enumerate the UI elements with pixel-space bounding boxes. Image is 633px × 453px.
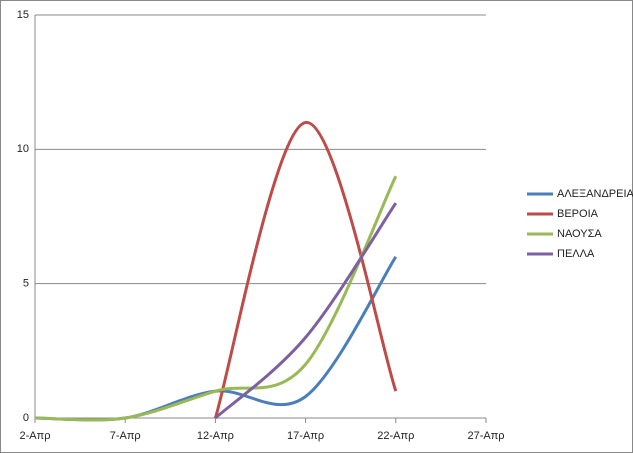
x-tick-label: 2-Απρ (20, 430, 51, 442)
legend-label: ΑΛΕΞΑΝΔΡΕΙΑ (557, 188, 633, 200)
y-tick-label: 10 (17, 143, 29, 155)
legend-label: ΒΕΡΟΙΑ (557, 208, 599, 220)
x-tick-label: 22-Απρ (377, 430, 414, 442)
legend-label: ΝΑΟΥΣΑ (557, 228, 602, 240)
series-line (34, 175, 398, 422)
y-tick-label: 5 (23, 278, 29, 290)
series-line (214, 202, 398, 420)
x-tick-label: 27-Απρ (467, 430, 504, 442)
x-tick-label: 12-Απρ (197, 430, 234, 442)
y-tick-label: 15 (17, 9, 29, 21)
x-tick-label: 7-Απρ (110, 430, 141, 442)
series-line (213, 120, 398, 419)
x-tick-label: 17-Απρ (287, 430, 324, 442)
legend-label: ΠΕΛΛΑ (557, 248, 595, 260)
y-tick-label: 0 (23, 412, 29, 424)
